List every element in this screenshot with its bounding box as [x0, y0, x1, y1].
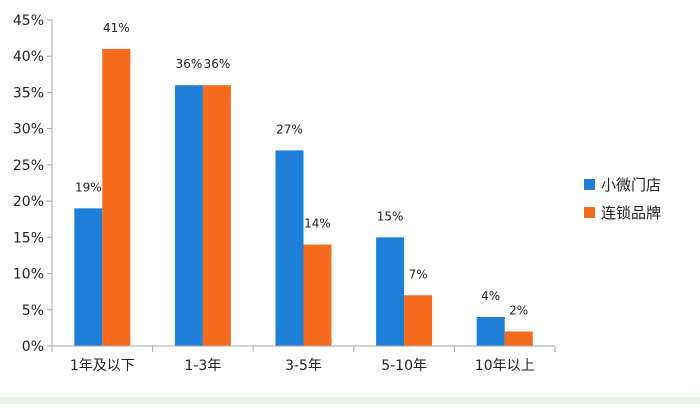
- x-category-label: 5-10年: [381, 358, 427, 374]
- y-tick-label: 35%: [13, 85, 44, 101]
- bar-small-store: [376, 237, 405, 346]
- frame-bottom-strip: [0, 397, 700, 404]
- data-label: 41%: [103, 21, 130, 35]
- x-category-label: 1年及以下: [70, 358, 135, 374]
- y-tick-label: 20%: [13, 194, 44, 210]
- bar-chain-brand: [504, 331, 533, 346]
- y-tick-label: 10%: [13, 267, 44, 283]
- data-label: 14%: [304, 217, 331, 231]
- data-label: 19%: [75, 180, 102, 194]
- legend-swatch: [584, 179, 595, 190]
- y-tick-label: 25%: [13, 158, 44, 174]
- y-axis: 0% 5% 10% 15% 20% 25% 30% 35% 40% 45%: [13, 13, 53, 355]
- data-label: 2%: [509, 304, 528, 318]
- y-tick-label: 40%: [13, 49, 44, 65]
- bar-small-store: [174, 85, 203, 346]
- legend-swatch: [584, 207, 595, 218]
- y-tick-label: 5%: [22, 303, 44, 319]
- y-tick-label: 0%: [22, 339, 44, 355]
- x-category-label: 1-3年: [184, 358, 221, 374]
- data-label: 27%: [276, 122, 303, 136]
- data-labels-group: 19% 41% 36% 36% 27% 14% 15% 7% 4% 2%: [75, 21, 528, 318]
- legend-label: 小微门店: [601, 176, 661, 194]
- bar-small-store: [74, 208, 103, 346]
- bar-chain-brand: [303, 244, 332, 346]
- y-tick-label: 30%: [13, 122, 44, 138]
- bar-chain-brand: [102, 48, 131, 346]
- bar-chain-brand: [202, 85, 231, 346]
- data-label: 4%: [481, 289, 500, 303]
- data-label: 15%: [377, 209, 404, 223]
- x-axis: 1年及以下 1-3年 3-5年 5-10年 10年以上: [51, 345, 556, 374]
- y-tick-label: 45%: [13, 13, 44, 29]
- y-tick-label: 15%: [13, 230, 44, 246]
- bar-small-store: [476, 317, 505, 346]
- data-label: 36%: [204, 57, 231, 71]
- data-label: 36%: [176, 57, 203, 71]
- bars-group: [74, 48, 533, 346]
- x-category-label: 3-5年: [285, 358, 322, 374]
- data-label: 7%: [409, 267, 428, 281]
- bar-chain-brand: [404, 295, 433, 346]
- x-category-label: 10年以上: [475, 358, 535, 374]
- legend-label: 连锁品牌: [601, 204, 661, 222]
- bar-small-store: [275, 150, 304, 346]
